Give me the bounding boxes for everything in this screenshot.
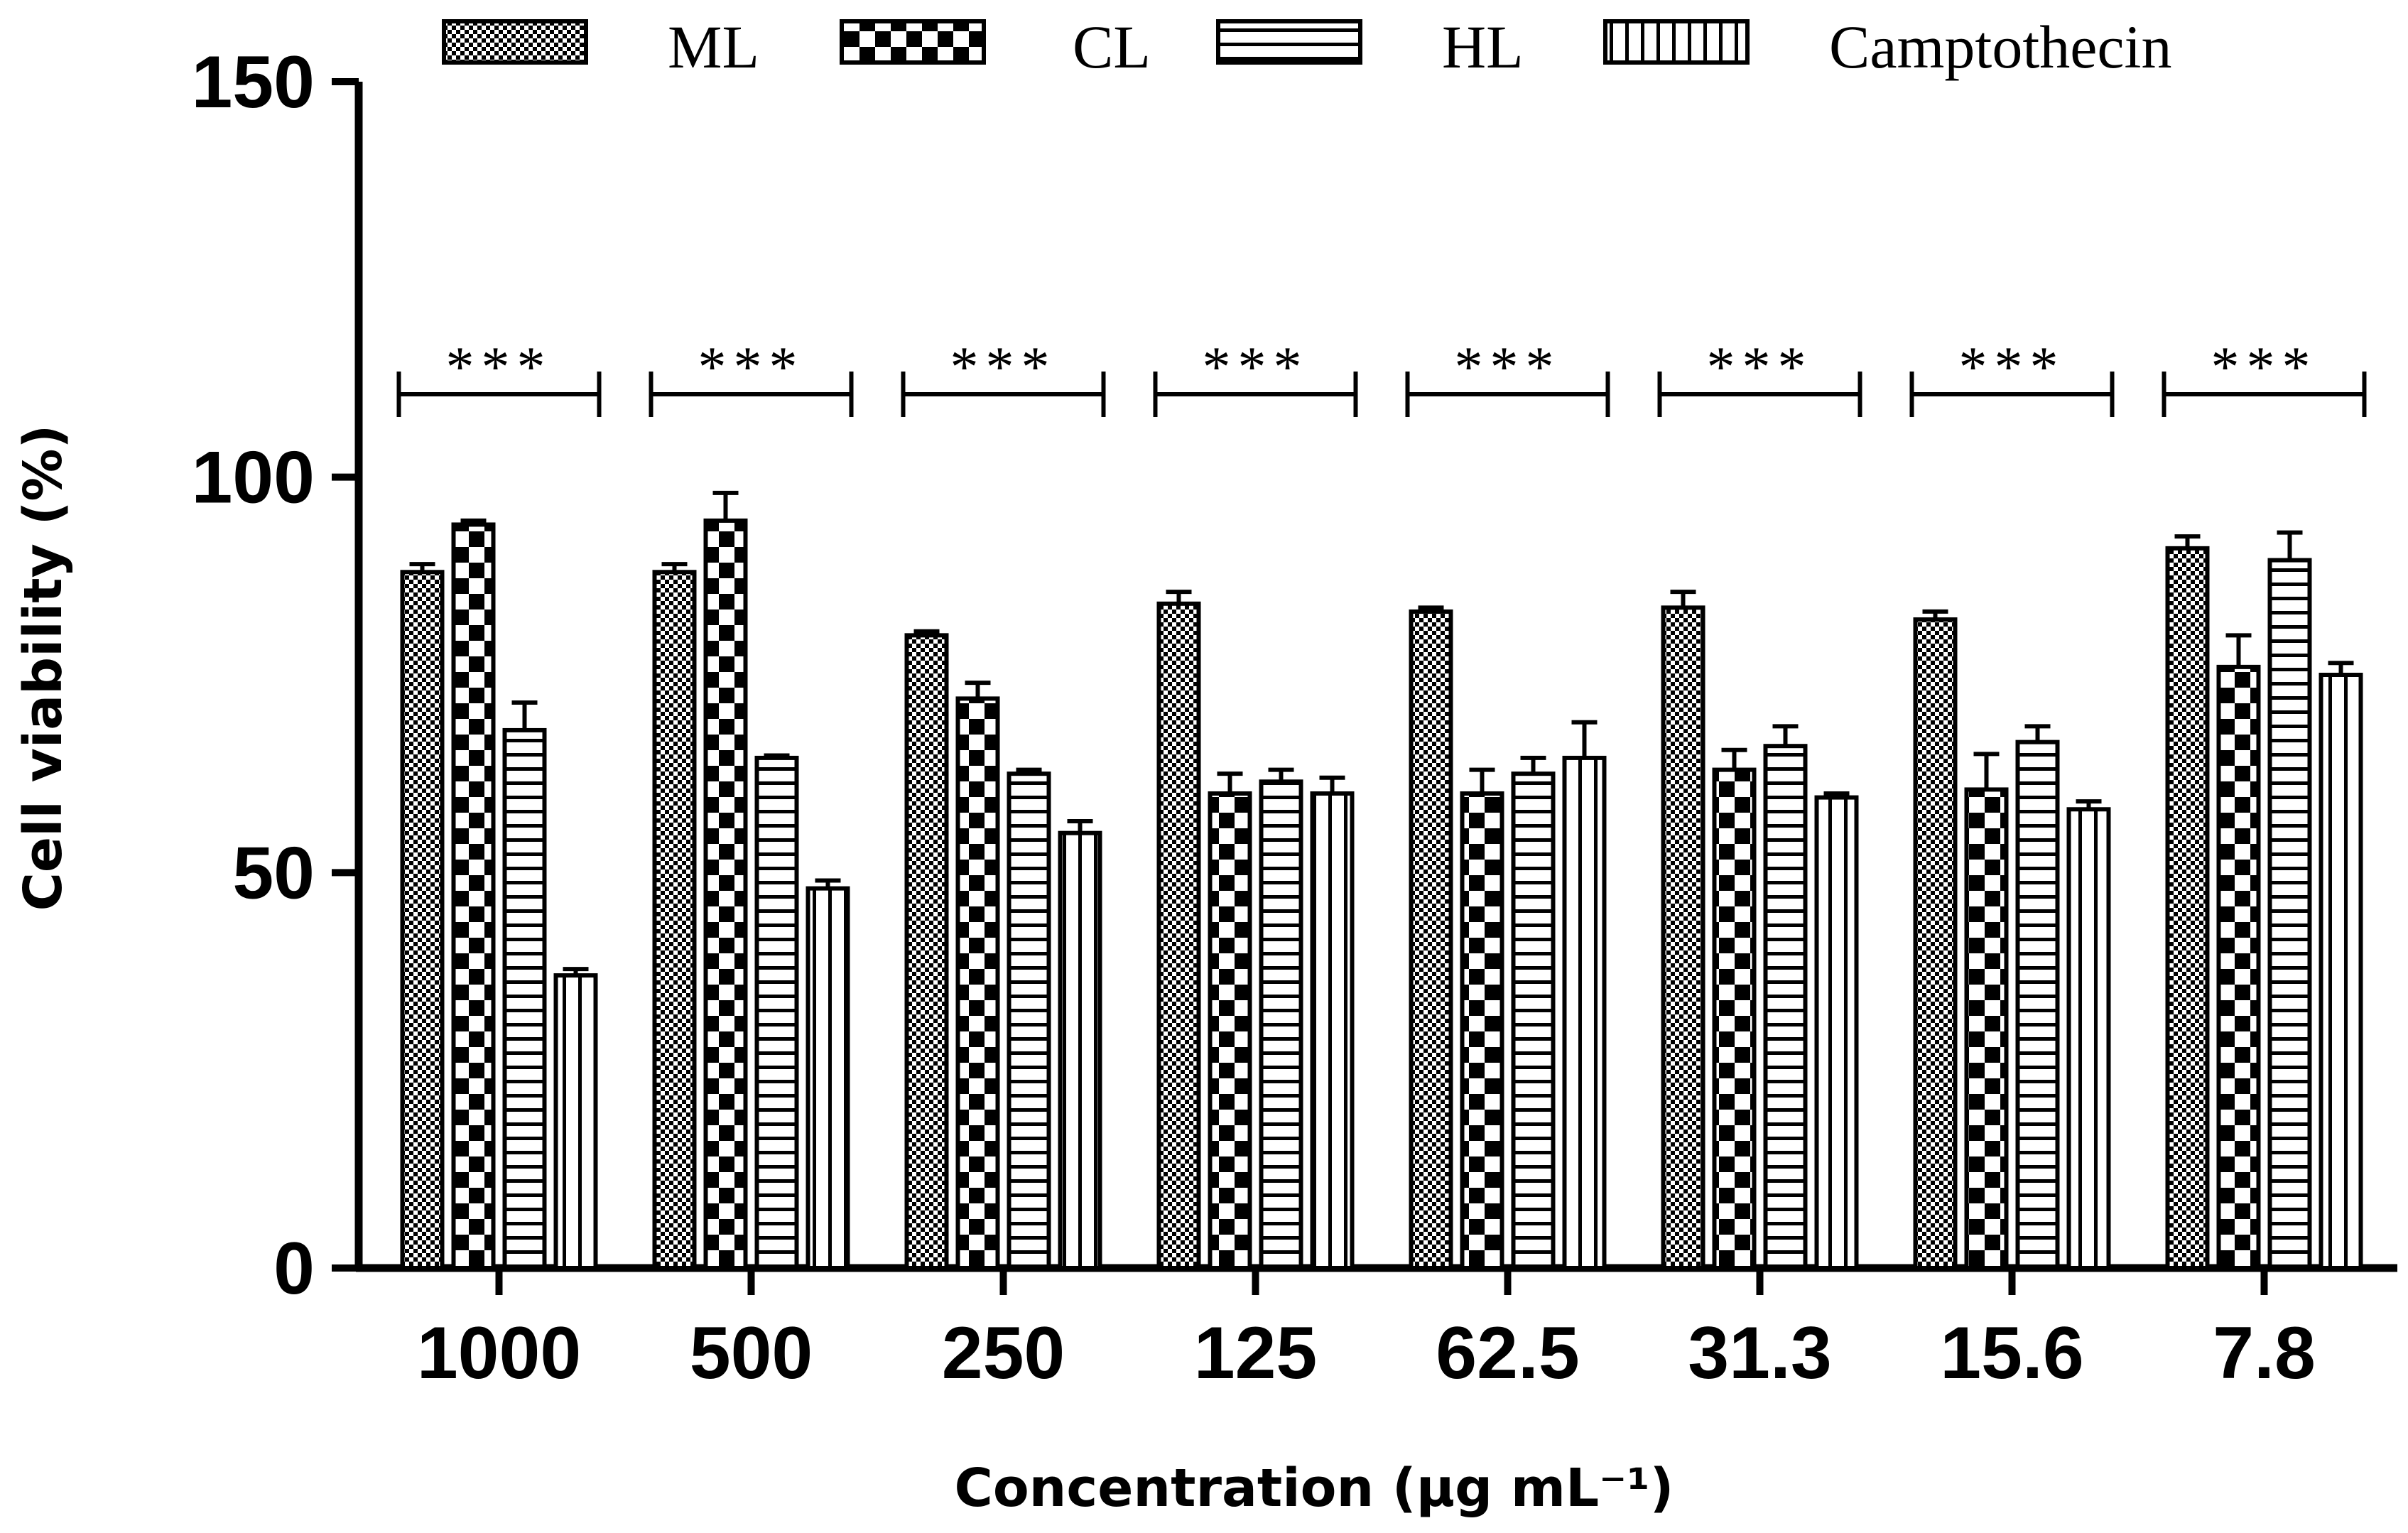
bar-ML-125 <box>1156 601 1201 1270</box>
axes: 0 50 100 150 1000 500 250 125 62.5 31.3 15.6 7.8 <box>191 41 2397 1394</box>
y-tick-label-150: 150 <box>191 41 315 124</box>
bar-CL-62.5 <box>1460 791 1504 1270</box>
bar-ML-31.3 <box>1661 605 1705 1270</box>
bar-Camptothecin-250 <box>1058 830 1102 1270</box>
bar-HL-500 <box>754 755 799 1270</box>
legend-swatch-ML <box>442 19 588 65</box>
y-tick-label-0: 0 <box>273 1228 315 1310</box>
significance-brackets: *** *** *** *** *** *** *** *** <box>396 336 2367 417</box>
bars <box>400 490 2363 1271</box>
x-tick-label-31.3: 31.3 <box>1688 1312 1831 1394</box>
x-axis-title: Concentration (µg mL⁻¹) <box>955 1458 1674 1519</box>
legend-label-CL: CL <box>1073 13 1151 81</box>
legend-label-ML: ML <box>668 13 759 81</box>
bar-CL-250 <box>955 696 1000 1270</box>
x-tick-label-250: 250 <box>942 1312 1065 1394</box>
legend-swatch-HL <box>1216 19 1362 65</box>
bar-HL-15.6 <box>2015 740 2060 1270</box>
x-tick-label-7.8: 7.8 <box>2213 1312 2316 1394</box>
y-tick-label-50: 50 <box>232 832 315 914</box>
bar-Camptothecin-1000 <box>553 973 598 1270</box>
sig-stars-1000: *** <box>446 336 553 399</box>
legend: ML CL HL Camptothecin <box>442 13 2171 81</box>
sig-stars-250: *** <box>950 336 1057 399</box>
legend-swatch-CL <box>840 19 986 65</box>
bar-CL-7.8 <box>2216 664 2261 1270</box>
x-tick-label-125: 125 <box>1194 1312 1318 1394</box>
sig-stars-500: *** <box>698 336 805 399</box>
bar-ML-62.5 <box>1409 609 1453 1270</box>
bar-HL-1000 <box>502 727 547 1270</box>
bar-HL-125 <box>1259 779 1303 1271</box>
sig-stars-125: *** <box>1203 336 1309 399</box>
bar-Camptothecin-15.6 <box>2066 807 2111 1271</box>
bar-HL-31.3 <box>1763 744 1808 1270</box>
x-tick-label-500: 500 <box>690 1312 813 1394</box>
bar-Camptothecin-7.8 <box>2318 673 2363 1270</box>
bar-CL-1000 <box>451 522 496 1270</box>
sig-stars-7.8: *** <box>2211 336 2318 399</box>
x-tick-label-62.5: 62.5 <box>1436 1312 1579 1394</box>
x-tick-label-15.6: 15.6 <box>1940 1312 2083 1394</box>
bar-HL-62.5 <box>1511 771 1556 1270</box>
y-tick-label-100: 100 <box>191 437 315 519</box>
x-tick-label-1000: 1000 <box>417 1312 581 1394</box>
sig-stars-62.5: *** <box>1455 336 1561 399</box>
bar-Camptothecin-31.3 <box>1814 795 1859 1270</box>
bar-ML-1000 <box>400 570 445 1270</box>
legend-label-HL: HL <box>1442 13 1524 81</box>
bar-Camptothecin-125 <box>1310 791 1355 1270</box>
bar-ML-250 <box>904 633 949 1270</box>
bar-ML-15.6 <box>1913 617 1958 1270</box>
bar-ML-500 <box>652 570 697 1270</box>
y-axis-title: Cell viability (%) <box>13 425 74 911</box>
bar-CL-500 <box>703 518 748 1270</box>
bar-CL-15.6 <box>1964 787 2009 1270</box>
bar-Camptothecin-62.5 <box>1562 755 1607 1270</box>
bar-Camptothecin-500 <box>806 886 850 1270</box>
legend-swatch-Camptothecin <box>1603 19 1750 65</box>
bar-HL-7.8 <box>2267 558 2312 1270</box>
bar-CL-125 <box>1208 791 1252 1270</box>
legend-label-Camptothecin: Camptothecin <box>1829 13 2171 81</box>
sig-stars-15.6: *** <box>1959 336 2066 399</box>
bar-HL-250 <box>1007 771 1051 1270</box>
bar-CL-31.3 <box>1712 767 1757 1270</box>
sig-stars-31.3: *** <box>1707 336 1813 399</box>
bar-ML-7.8 <box>2165 546 2210 1270</box>
